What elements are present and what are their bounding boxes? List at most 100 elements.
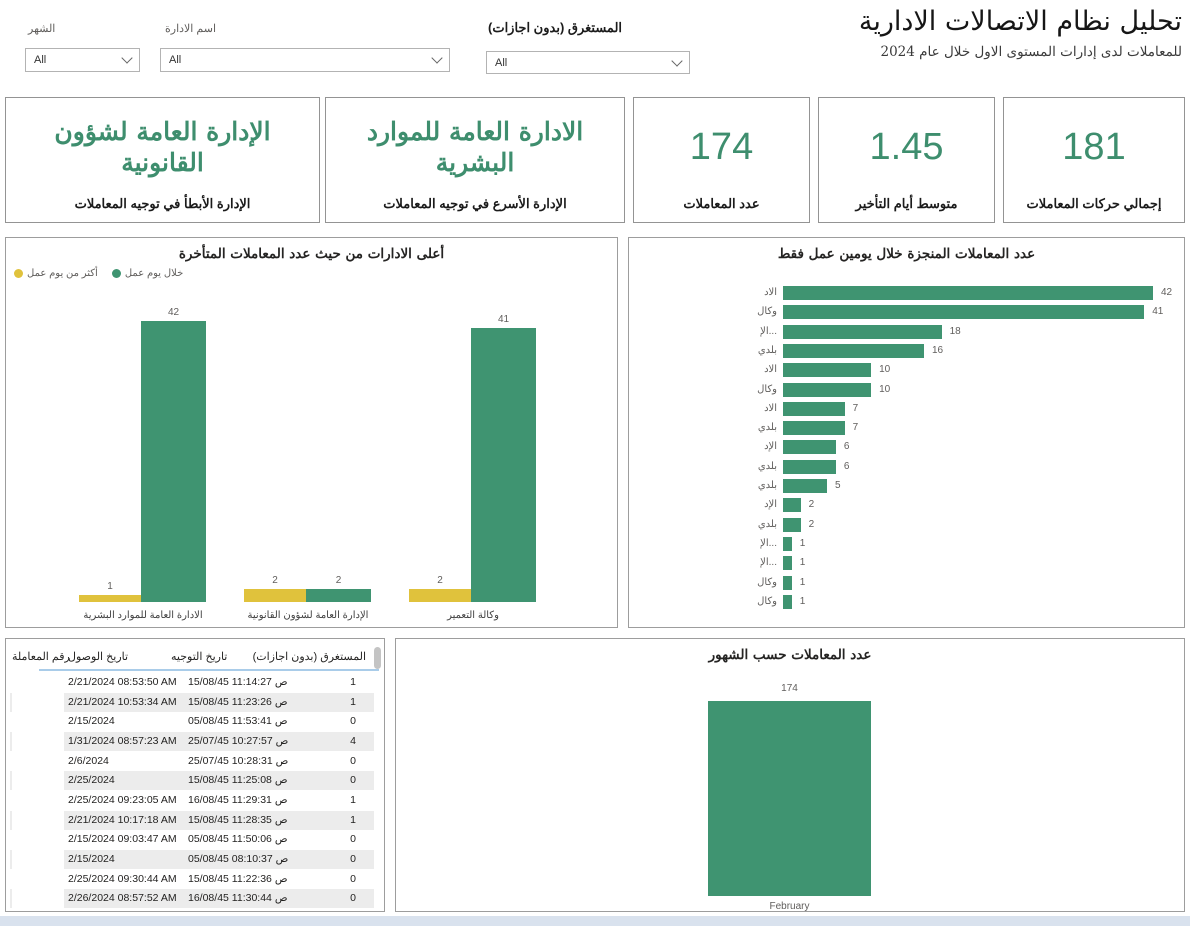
bar-value-label: 1 [799, 576, 806, 588]
grouped-bar-plot: 1 42 الادارة العامة للموارد البشرية 2 2 الإدا… [6, 238, 617, 627]
hbar[interactable] [783, 440, 836, 455]
filter-month-dropdown[interactable]: All [25, 48, 140, 72]
hbar[interactable] [783, 556, 792, 571]
legend-item-more-than-one-day[interactable]: أكثر من يوم عمل [14, 268, 98, 279]
bar-value-label: 2 [272, 574, 278, 586]
table-row[interactable]: 2/21/2024 10:53:34 AM 15/08/45 11:23:26 ص… [10, 692, 374, 712]
hbar-row: وكال 1 [629, 574, 1184, 593]
within-one-day-bar[interactable] [141, 321, 206, 602]
hbar[interactable] [783, 343, 924, 358]
category-label: ...الإ [760, 557, 777, 569]
category-label: الإد [764, 499, 777, 511]
filter-duration-value: All [495, 56, 508, 69]
cell-transaction-id [12, 791, 64, 811]
more-than-one-day-bar[interactable] [79, 595, 141, 602]
legend-item-within-one-day[interactable]: خلال يوم عمل [111, 268, 183, 279]
column-header-duration[interactable]: المستغرق (بدون اجازات) [252, 651, 366, 663]
table-row[interactable]: 2/21/2024 08:53:50 AM 15/08/45 11:14:27 ص… [10, 673, 374, 692]
column-header-routing-date[interactable]: تاريخ التوجيه [171, 651, 228, 663]
bar-value-label: 10 [879, 383, 891, 395]
hbar[interactable] [783, 575, 792, 590]
cell-routing-date: 15/08/45 11:23:26 ص [188, 695, 288, 708]
within-one-day-bar[interactable] [306, 588, 371, 602]
hbar[interactable] [783, 401, 845, 416]
hbar[interactable] [783, 324, 942, 339]
kpi-value: 181 [1062, 125, 1126, 168]
page-subtitle: للمعاملات لدى إدارات المستوى الاول خلال … [880, 44, 1182, 60]
table-row[interactable]: 2/26/2024 08:57:52 AM 16/08/45 11:30:44 ص… [10, 889, 374, 909]
cell-arrival-date: 2/25/2024 [68, 774, 115, 787]
cell-arrival-date: 2/25/2024 09:30:44 AM [68, 872, 177, 885]
x-axis-label: وكالة التعمير [447, 610, 499, 621]
table-row[interactable]: 2/25/2024 09:23:05 AM 16/08/45 11:29:31 ص… [10, 791, 374, 811]
hbar[interactable] [783, 286, 1153, 300]
hbar[interactable] [783, 498, 801, 513]
transactions-table-panel: رقم المعاملة تاريخ الوصول تاريخ التوجيه … [5, 638, 385, 912]
category-label: بلدي [757, 518, 777, 530]
filter-duration-dropdown[interactable]: All [486, 51, 690, 74]
hbar[interactable] [783, 459, 836, 474]
bar-value-label: 41 [1152, 306, 1164, 318]
table-row[interactable]: 2/15/2024 09:03:47 AM 05/08/45 11:50:06 ص… [10, 830, 374, 850]
hbar-row: الإد 6 [629, 438, 1184, 457]
cell-duration: 4 [350, 735, 356, 747]
kpi-transactions-count-card[interactable]: 174 عدد المعاملات [633, 97, 810, 223]
legend-marker-icon [111, 269, 121, 278]
chart-legend: خلال يوم عمل أكثر من يوم عمل [14, 268, 183, 279]
cell-arrival-date: 1/31/2024 08:57:23 AM [68, 735, 177, 747]
hbar-row: بلدي 6 [629, 458, 1184, 477]
cell-duration: 0 [350, 872, 356, 885]
hbar[interactable] [783, 594, 792, 609]
table-row[interactable]: 2/15/2024 05/08/45 11:53:41 ص 0 [10, 712, 374, 732]
cell-routing-date: 05/08/45 08:10:37 ص [188, 853, 289, 866]
category-label: وكال [757, 306, 777, 318]
hbar[interactable] [783, 421, 845, 436]
category-label: بلدي [757, 460, 777, 472]
filter-department-dropdown[interactable]: All [160, 48, 450, 72]
cell-transaction-id [12, 692, 64, 712]
category-label: بلدي [757, 344, 777, 356]
hbar-row: بلدي 5 [629, 477, 1184, 496]
table-scrollbar-thumb[interactable] [374, 647, 381, 669]
kpi-average-delay-card[interactable]: 1.45 متوسط أيام التأخير [818, 97, 995, 223]
hbar-row: الإد 2 [629, 496, 1184, 515]
hbar[interactable] [783, 305, 1145, 320]
kpi-total-movements-card[interactable]: 181 إجمالي حركات المعاملات [1003, 97, 1185, 223]
within-one-day-bar[interactable] [471, 327, 536, 602]
bar-value-label: 7 [852, 402, 859, 414]
hbar-row: وكال 1 [629, 593, 1184, 612]
table-row[interactable]: 2/21/2024 10:17:18 AM 15/08/45 11:28:35 ص… [10, 810, 374, 830]
table-row[interactable]: 2/6/2024 25/07/45 10:28:31 ص 0 [10, 751, 374, 771]
bar-value-label: 41 [497, 313, 510, 325]
column-header-arrival-date[interactable]: تاريخ الوصول [68, 651, 129, 663]
cell-transaction-id [12, 869, 64, 889]
cell-arrival-date: 2/6/2024 [68, 754, 109, 767]
kpi-slowest-department-card[interactable]: الإدارة العامة لشؤون القانونية الإدارة ا… [5, 97, 320, 223]
more-than-one-day-bar[interactable] [244, 588, 306, 602]
cell-transaction-id [12, 751, 64, 771]
hbar[interactable] [783, 536, 792, 551]
table-row[interactable]: 1/31/2024 08:57:23 AM 25/07/45 10:27:57 ص… [10, 732, 374, 751]
table-row[interactable]: 2/25/2024 09:30:44 AM 15/08/45 11:22:36 ص… [10, 869, 374, 889]
category-label: ...الإ [760, 537, 777, 549]
hbar[interactable] [783, 517, 801, 532]
hbar[interactable] [783, 363, 872, 378]
table-row[interactable]: 2/15/2024 05/08/45 08:10:37 ص 0 [10, 850, 374, 870]
hbar[interactable] [783, 382, 872, 397]
cell-arrival-date: 2/21/2024 10:53:34 AM [68, 695, 177, 708]
table-row[interactable]: 2/25/2024 15/08/45 11:25:08 ص 0 [10, 771, 374, 791]
hbar[interactable] [783, 479, 828, 493]
month-bar[interactable] [708, 701, 871, 896]
more-than-one-day-bar[interactable] [409, 588, 471, 602]
bar-value-label: 42 [1161, 287, 1173, 298]
kpi-fastest-department-card[interactable]: الادارة العامة للموارد البشرية الإدارة ا… [325, 97, 625, 223]
transactions-by-month-chart-panel: عدد المعاملات حسب الشهور 174 February [395, 638, 1185, 912]
hbar-row: ...الإ 18 [629, 323, 1184, 342]
column-header-transaction-id[interactable]: رقم المعاملة [12, 651, 70, 663]
category-label: الاد [764, 287, 777, 298]
bar-value-label: 10 [879, 364, 891, 376]
category-label: بلدي [757, 480, 777, 491]
x-axis-label: الإدارة العامة لشؤون القانونية [247, 610, 369, 621]
cell-routing-date: 25/07/45 10:27:57 ص [188, 735, 289, 747]
hbar-row: ...الإ 1 [629, 554, 1184, 573]
